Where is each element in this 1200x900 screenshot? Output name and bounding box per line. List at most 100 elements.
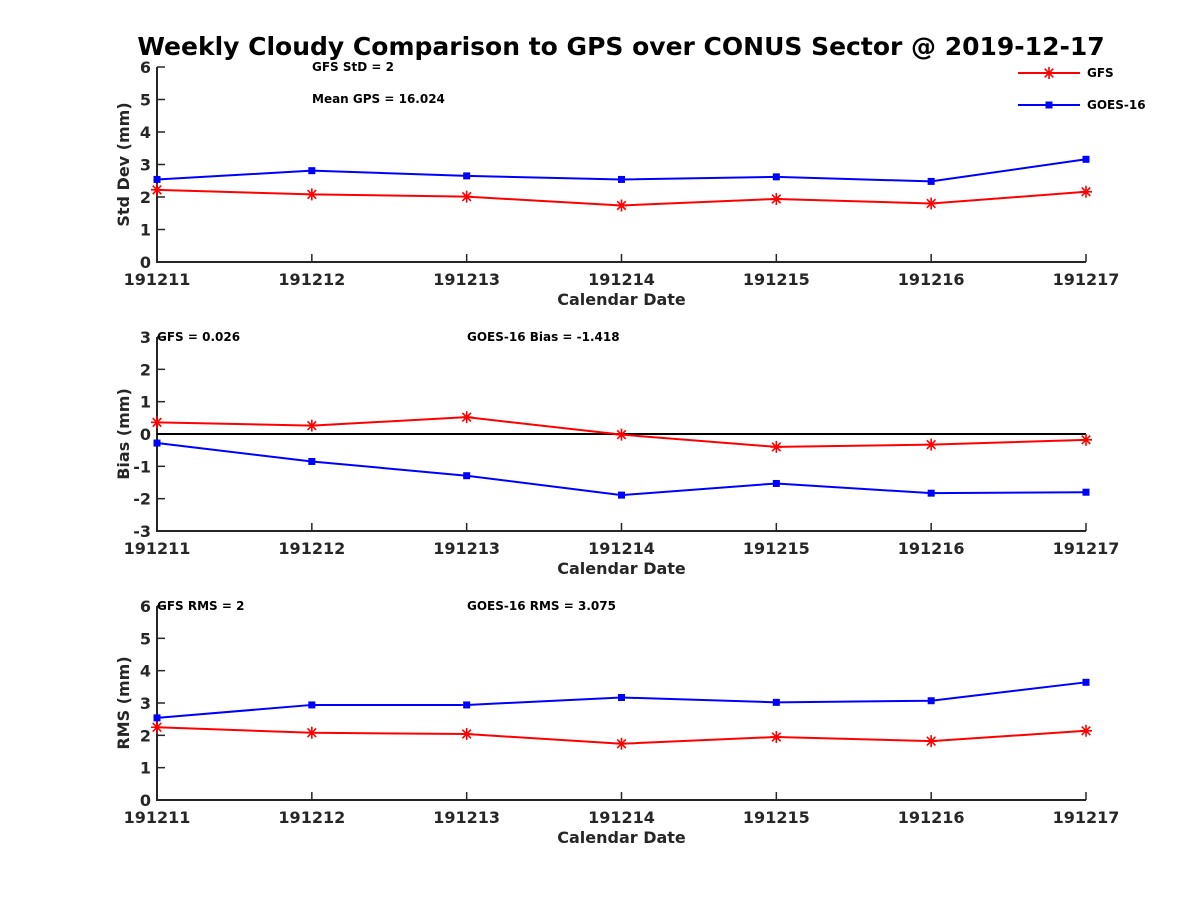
x-tick-label: 191212 (278, 539, 345, 558)
x-tick-label: 191212 (278, 808, 345, 827)
annotation: GFS StD = 2 (312, 60, 394, 74)
data-point (770, 440, 783, 453)
data-point (1082, 488, 1090, 496)
x-tick-label: 191214 (588, 539, 655, 558)
annotation: GOES-16 Bias = -1.418 (467, 330, 620, 344)
x-tick-label: 191212 (278, 270, 345, 289)
series-gfs (151, 411, 1092, 453)
x-tick-label: 191217 (1053, 808, 1120, 827)
data-point (460, 411, 473, 424)
data-point (618, 694, 625, 702)
y-tick-label: 4 (140, 662, 151, 681)
y-tick-label: 1 (140, 759, 151, 778)
y-tick-label: 3 (140, 328, 151, 347)
x-tick-label: 191211 (124, 270, 191, 289)
y-axis-label: RMS (mm) (114, 656, 133, 749)
y-axis-label: Bias (mm) (114, 388, 133, 480)
data-point (927, 489, 935, 497)
data-point (770, 192, 783, 205)
y-tick-label: 4 (140, 123, 151, 142)
y-tick-label: 0 (140, 791, 151, 810)
y-tick-label: 0 (140, 253, 151, 272)
x-tick-label: 191216 (898, 808, 965, 827)
x-axis-label: Calendar Date (557, 290, 686, 309)
data-point (1080, 185, 1092, 198)
data-point (153, 439, 161, 447)
annotation: Mean GPS = 16.024 (312, 92, 445, 106)
series-goes-16 (153, 155, 1090, 185)
series-gfs (151, 721, 1092, 750)
y-tick-label: 2 (140, 188, 151, 207)
data-point (1080, 724, 1092, 737)
data-point (151, 183, 163, 196)
chart-title: Weekly Cloudy Comparison to GPS over CON… (137, 32, 1104, 61)
x-tick-label: 191216 (898, 270, 965, 289)
data-point (305, 726, 318, 739)
panel-2: -3 -2 -1 0 1 2 3 191211 191212 191213 191214 191215… (114, 328, 1119, 578)
y-axis-label: Std Dev (mm) (114, 102, 133, 226)
data-point (615, 428, 628, 441)
x-tick-label: 191214 (588, 808, 655, 827)
x-tick-label: 191214 (588, 270, 655, 289)
legend-entry-goes-16: GOES-16 (1018, 98, 1146, 112)
legend-entry-gfs: GFS (1018, 66, 1114, 80)
annotation: GOES-16 RMS = 3.075 (467, 599, 616, 613)
x-tick-label: 191213 (433, 270, 500, 289)
legend-marker (1043, 67, 1055, 79)
data-point (618, 491, 625, 499)
data-point (772, 173, 780, 181)
y-tick-label: 5 (140, 91, 151, 110)
legend-label: GFS (1087, 66, 1114, 80)
data-point (308, 701, 316, 709)
x-axis-label: Calendar Date (557, 559, 686, 578)
legend: GFS GOES-16 (1018, 66, 1146, 112)
y-tick-label: 1 (140, 393, 151, 412)
series-goes-16 (153, 678, 1090, 722)
x-tick-label: 191215 (743, 539, 810, 558)
y-tick-label: 0 (140, 425, 151, 444)
data-point (308, 167, 316, 175)
data-point (305, 188, 318, 201)
x-tick-label: 191211 (124, 539, 191, 558)
legend-label: GOES-16 (1087, 98, 1146, 112)
x-tick-label: 191217 (1053, 539, 1120, 558)
x-tick-label: 191216 (898, 539, 965, 558)
series-gfs (151, 183, 1092, 212)
data-point (305, 419, 318, 432)
y-tick-label: 5 (140, 629, 151, 648)
data-point (772, 479, 780, 487)
data-point (927, 177, 935, 185)
data-point (770, 730, 783, 743)
annotation: GFS RMS = 2 (157, 599, 244, 613)
x-axis-label: Calendar Date (557, 828, 686, 847)
y-tick-label: -2 (133, 490, 151, 509)
y-tick-label: 3 (140, 694, 151, 713)
data-point (463, 472, 471, 480)
y-tick-label: 3 (140, 156, 151, 175)
y-tick-label: -3 (133, 522, 151, 541)
data-point (925, 438, 938, 451)
data-point (615, 737, 628, 750)
y-tick-label: 1 (140, 221, 151, 240)
panels: 0 1 2 3 4 5 6 191211 191212 191213 191214 191215 191… (114, 58, 1119, 847)
y-tick-label: 2 (140, 726, 151, 745)
panel-3: 0 1 2 3 4 5 6 191211 191212 191213 191214 191215 191… (114, 597, 1119, 847)
legend-marker (1045, 101, 1053, 109)
data-point (151, 721, 163, 734)
y-tick-label: 6 (140, 597, 151, 616)
data-point (308, 457, 316, 465)
data-point (153, 714, 161, 722)
data-point (1082, 678, 1090, 686)
data-point (1082, 155, 1090, 163)
y-tick-label: 2 (140, 360, 151, 379)
data-point (463, 172, 471, 180)
series-goes-16 (153, 439, 1090, 499)
data-point (460, 190, 473, 203)
data-point (151, 416, 163, 429)
data-point (460, 728, 473, 741)
data-point (925, 735, 938, 748)
annotation: GFS = 0.026 (157, 330, 240, 344)
data-point (1080, 433, 1092, 446)
